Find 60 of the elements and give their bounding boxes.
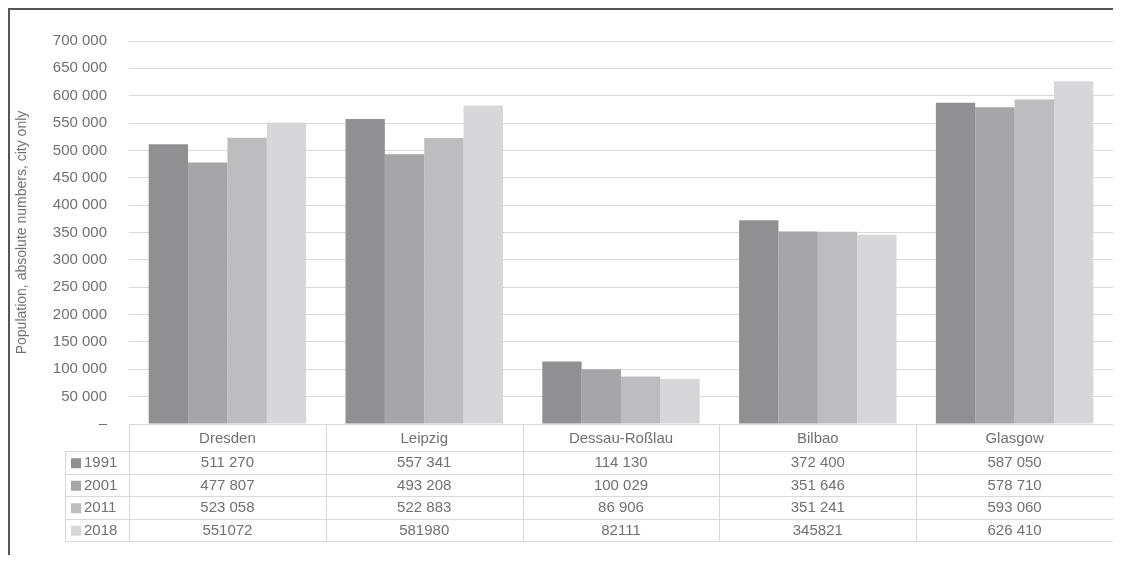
data-label: 557 341: [397, 453, 452, 471]
legend-label: 2011: [84, 498, 117, 516]
bar: [1014, 99, 1054, 424]
y-tick-label: 150 000: [52, 332, 108, 350]
y-tick-label: 50 000: [61, 386, 108, 404]
y-tick-label: –: [98, 414, 108, 432]
x-tick-label: Dresden: [199, 428, 256, 446]
data-label: 477 807: [200, 475, 255, 493]
x-tick-label: Glasgow: [985, 428, 1044, 446]
data-label: 351 646: [790, 475, 845, 493]
y-tick-label: 400 000: [52, 195, 108, 213]
y-tick-label: 200 000: [52, 304, 108, 322]
legend-label: 2001: [84, 475, 118, 493]
bar: [778, 231, 818, 424]
y-tick-label: 650 000: [52, 58, 108, 76]
data-label: 86 906: [598, 498, 644, 516]
y-tick-label: 450 000: [52, 167, 108, 185]
y-tick-label: 100 000: [52, 359, 108, 377]
data-label: 578 710: [987, 475, 1042, 493]
bar: [188, 162, 228, 424]
data-label: 581980: [399, 520, 450, 538]
bar: [424, 137, 464, 424]
x-tick-label: Bilbao: [796, 428, 839, 446]
legend-label: 1991: [84, 453, 118, 471]
y-tick-label: 350 000: [52, 222, 108, 240]
bar: [227, 137, 267, 424]
x-tick-label: Leipzig: [400, 428, 448, 446]
bar: [817, 231, 858, 424]
y-tick-label: 300 000: [52, 250, 108, 267]
data-label: 593 060: [987, 498, 1042, 516]
bar: [975, 107, 1015, 424]
bar: [581, 369, 622, 424]
data-label: 551072: [202, 520, 253, 538]
bar: [384, 154, 425, 424]
data-label: 511 270: [200, 453, 254, 471]
data-label: 523 058: [200, 498, 255, 516]
data-label: 522 883: [397, 498, 452, 516]
bar: [739, 220, 779, 424]
bar: [542, 361, 582, 424]
y-tick-label: 500 000: [52, 140, 108, 158]
y-tick-label: 250 000: [52, 277, 108, 295]
data-label: 345821: [792, 520, 843, 538]
y-tick-label: 600 000: [52, 85, 108, 103]
y-tick-label: 700 000: [52, 31, 108, 49]
data-label: 493 208: [397, 475, 452, 493]
data-label: 587 050: [987, 453, 1042, 471]
data-label: 372 400: [790, 453, 845, 471]
data-label: 114 130: [594, 453, 648, 471]
y-axis-title: Population, absolute numbers, city only: [13, 110, 30, 355]
x-tick-label: Dessau-Roßlau: [568, 428, 674, 446]
bar: [148, 144, 189, 424]
data-label: 100 029: [593, 475, 649, 493]
bar: [621, 376, 661, 424]
y-tick-label: 550 000: [52, 113, 108, 131]
data-label: 351 241: [790, 498, 845, 516]
data-label: 626 410: [987, 520, 1042, 538]
bar: [935, 102, 976, 424]
data-label: 82111: [601, 520, 641, 538]
bar: [345, 119, 385, 424]
legend-label: 2018: [84, 520, 118, 538]
